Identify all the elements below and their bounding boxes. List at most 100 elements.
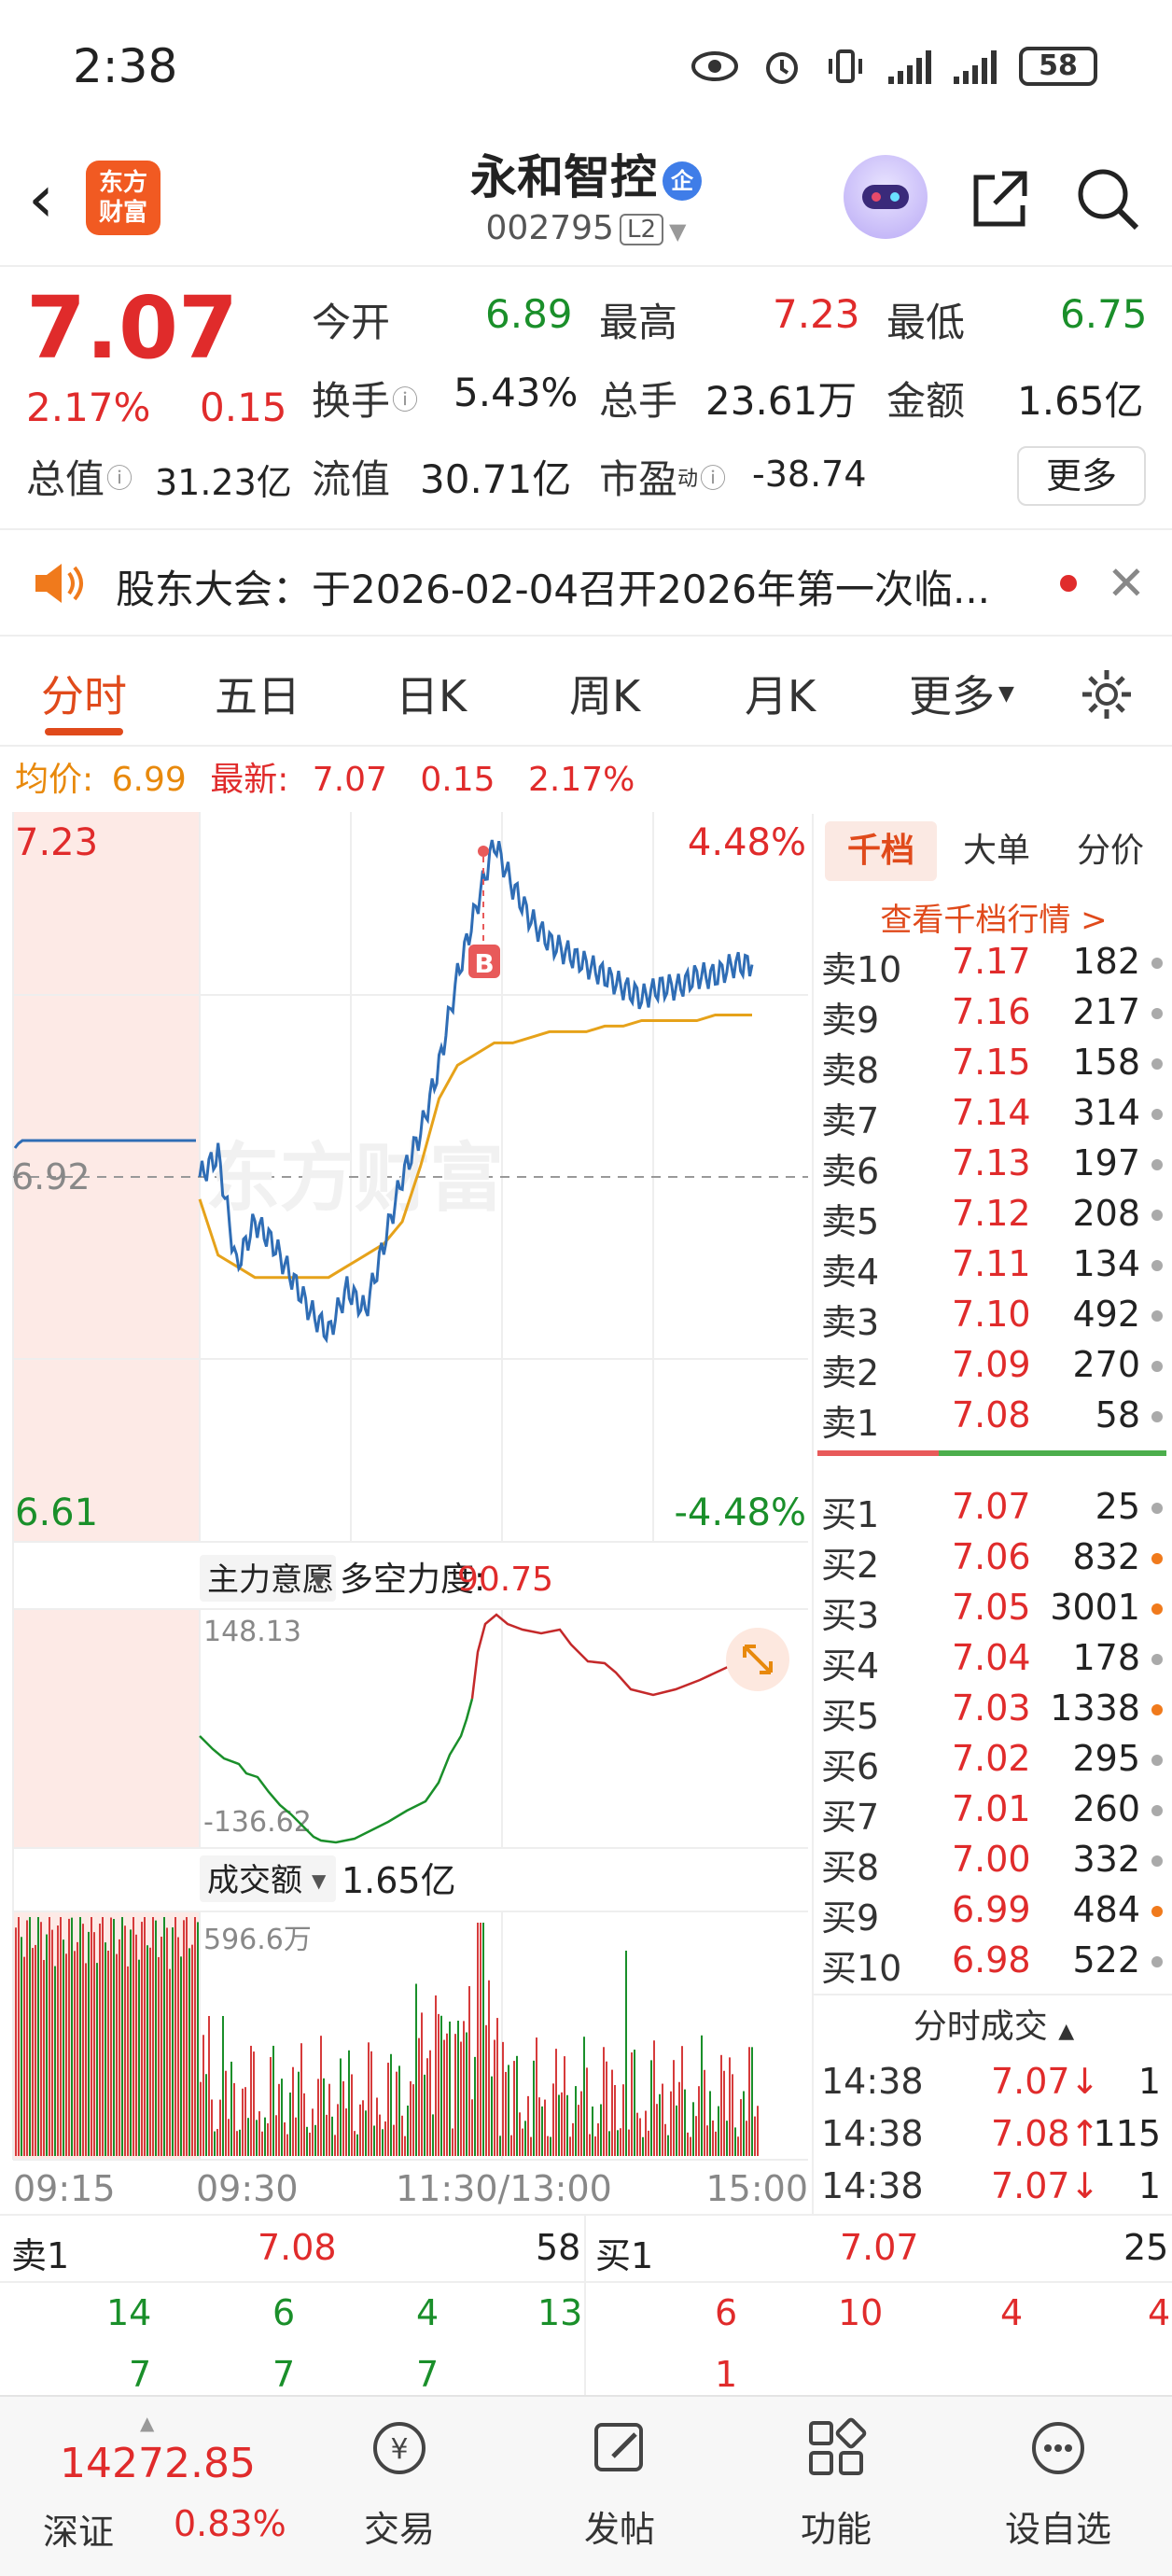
notice-bar[interactable]: 股东大会：于2026-02-04召开2026年第一次临... ✕ <box>0 528 1172 637</box>
bid-level-row[interactable]: 买7 7.01 260 <box>821 1785 1166 1838</box>
bid-level-row[interactable]: 买6 7.02 295 <box>821 1734 1166 1787</box>
buy-marker[interactable] <box>468 945 500 978</box>
turnover-selector[interactable]: 成交额 <box>207 1862 302 1899</box>
tab-weekly-k[interactable]: 周K <box>569 671 641 721</box>
nav-add-watchlist[interactable]: 设自选 <box>974 2415 1142 2552</box>
back-button[interactable]: ‹ <box>28 161 54 237</box>
level-price: 7.09 <box>952 1344 1031 1385</box>
ask-level-row[interactable]: 卖2 7.09 270 <box>821 1340 1166 1393</box>
volume-bar <box>659 2093 661 2156</box>
volume-bar <box>326 2114 328 2156</box>
volume-bar <box>432 2114 434 2156</box>
indicator-label: 多空力度: <box>340 1561 485 1599</box>
ask-level-row[interactable]: 卖6 7.13 197 <box>821 1139 1166 1192</box>
ask-level-row[interactable]: 卖1 7.08 58 <box>821 1391 1166 1444</box>
indicator-selector-bg[interactable] <box>200 1555 336 1602</box>
volume-bar <box>460 2041 462 2156</box>
bid-level-row[interactable]: 买8 7.00 332 <box>821 1835 1166 1888</box>
volume-bar <box>614 2084 616 2156</box>
ask-level-row[interactable]: 卖7 7.14 314 <box>821 1088 1166 1141</box>
volume-bar <box>23 1956 25 2156</box>
level-price: 7.06 <box>952 1536 1031 1577</box>
ask-level-row[interactable]: 卖8 7.15 158 <box>821 1038 1166 1091</box>
volume-bar <box>676 2105 677 2156</box>
volume-bar <box>558 2094 560 2156</box>
ticks-title[interactable]: 分时成交 ▲ <box>913 2008 1075 2046</box>
volume-bar <box>239 2129 241 2156</box>
volume-bar <box>732 2074 733 2156</box>
bid-level-row[interactable]: 买9 6.99 484 <box>821 1885 1166 1939</box>
tab-more[interactable]: 更多 ▼ <box>909 671 1014 721</box>
volume-bar <box>401 2115 403 2156</box>
volume-bar <box>63 1939 64 2156</box>
tab-monthly-k[interactable]: 月K <box>745 671 816 721</box>
indicator-selector[interactable]: 主力意愿 <box>207 1561 334 1599</box>
ask-level-row[interactable]: 卖4 7.11 134 <box>821 1239 1166 1293</box>
volume-bar <box>566 2094 568 2156</box>
share-icon[interactable] <box>967 164 1034 231</box>
tab-intraday[interactable]: 分时 <box>41 671 127 721</box>
volume-bar <box>639 2118 641 2156</box>
level-price: 7.05 <box>952 1587 1031 1628</box>
volume-bar <box>314 2124 316 2156</box>
bid-queue-item: 1 <box>715 2354 738 2395</box>
volume-bar <box>457 2021 459 2156</box>
book-tab-depth[interactable]: 千档 <box>825 821 937 881</box>
volume-bar <box>230 2061 232 2156</box>
ask-level-row[interactable]: 卖9 7.16 217 <box>821 987 1166 1041</box>
ask-level-row[interactable]: 卖5 7.12 208 <box>821 1189 1166 1242</box>
nav-post[interactable]: 发帖 <box>536 2415 704 2552</box>
level-dot <box>1151 958 1163 969</box>
intraday-chart[interactable]: 东方财富 B 7.23 6.92 6.61 4.48% -4.48% 主力意愿 … <box>0 812 812 2212</box>
time-label-1130: 11:30/13:00 <box>396 2168 612 2209</box>
app-logo[interactable]: 东方 财富 <box>86 161 160 235</box>
more-button[interactable]: 更多 <box>1017 446 1146 506</box>
book-tab-price[interactable]: 分价 <box>1076 832 1144 870</box>
level-volume: 158 <box>1072 1042 1140 1083</box>
pe-label[interactable]: 市盈动 ⓘ <box>599 456 727 502</box>
volume-bar <box>499 2135 501 2156</box>
bid-level-row[interactable]: 买5 7.03 1338 <box>821 1684 1166 1737</box>
strip-ask-label: 卖1 <box>11 2235 70 2276</box>
book-tab-large[interactable]: 大单 <box>962 832 1030 870</box>
bid-level-row[interactable]: 买10 6.98 522 <box>821 1936 1166 1989</box>
index-widget[interactable]: ▲ 14272.85 深证 0.83% <box>19 2410 289 2559</box>
avg-price-line <box>198 1014 752 1280</box>
stock-code[interactable]: 002795 L2 ▼ <box>485 209 687 247</box>
bid-level-row[interactable]: 买3 7.05 3001 <box>821 1583 1166 1636</box>
depth-link[interactable]: 查看千档行情 > <box>880 902 1108 939</box>
bid-level-row[interactable]: 买4 7.04 178 <box>821 1633 1166 1687</box>
nav-functions[interactable]: 功能 <box>752 2415 920 2552</box>
close-icon[interactable]: ✕ <box>1107 556 1146 610</box>
chart-svg[interactable]: 东方财富 B 7.23 6.92 6.61 4.48% -4.48% 主力意愿 … <box>0 812 812 2212</box>
bid-level-row[interactable]: 买1 7.07 25 <box>821 1482 1166 1535</box>
tab-daily-k[interactable]: 日K <box>396 671 467 721</box>
volume-bar <box>211 2099 213 2156</box>
turnover-max: 596.6万 <box>203 1924 312 1956</box>
bid-level-row[interactable]: 买2 7.06 832 <box>821 1533 1166 1586</box>
turnover-label[interactable]: 换手 ⓘ <box>312 378 419 424</box>
time-label-0915: 09:15 <box>13 2168 116 2209</box>
ask-level-row[interactable]: 卖3 7.10 492 <box>821 1290 1166 1343</box>
volume-bar <box>642 2136 644 2156</box>
ai-assistant-icon[interactable] <box>844 155 928 239</box>
ask-level-row[interactable]: 卖10 7.17 182 <box>821 937 1166 990</box>
mktcap-label[interactable]: 总值 ⓘ <box>26 456 133 502</box>
volume-bar <box>594 2136 596 2156</box>
gear-icon[interactable] <box>1079 666 1135 722</box>
level-dot <box>1151 1503 1163 1514</box>
high-point-marker <box>478 846 489 857</box>
volume-bar <box>29 1917 31 2156</box>
nav-trade[interactable]: ¥ 交易 <box>315 2415 483 2552</box>
caret-down-icon: ▼ <box>998 681 1014 706</box>
turnover-selector-bg[interactable] <box>200 1855 336 1902</box>
search-icon[interactable] <box>1073 164 1142 233</box>
volume-bar <box>510 2135 512 2156</box>
ask-queue-item: 7 <box>129 2354 152 2395</box>
volume-bar <box>348 2050 350 2156</box>
tab-five-day[interactable]: 五日 <box>215 671 300 721</box>
volume-bar <box>681 2046 683 2156</box>
volume-bar <box>99 1923 101 2156</box>
volume-bar <box>698 2086 700 2156</box>
level-dot <box>1151 1906 1163 1917</box>
